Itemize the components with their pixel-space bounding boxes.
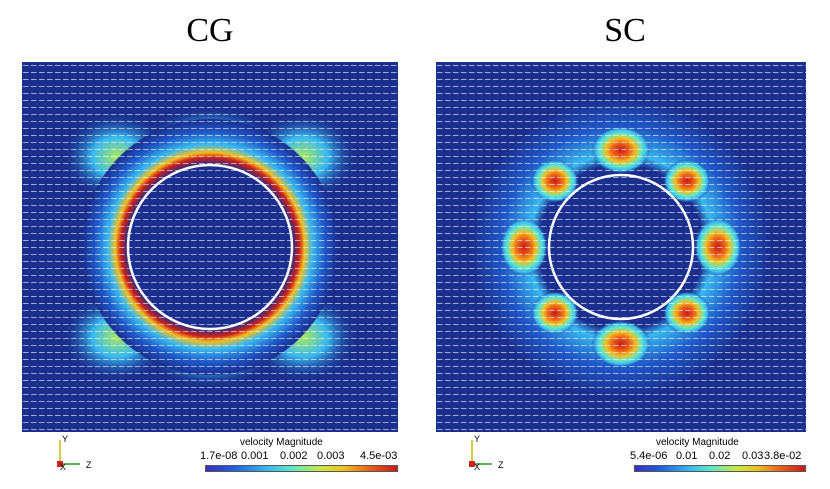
axis-z-label: Z	[86, 460, 92, 470]
vector-arrows	[22, 62, 398, 432]
colorbar-tick: 4.5e-03	[360, 450, 398, 462]
axis-y-label: Y	[474, 434, 481, 444]
panel-title-sc: SC	[604, 12, 646, 49]
colorbar-tick: 0.001	[241, 450, 269, 462]
colorbar-title-sc: velocity Magnitude	[656, 437, 739, 448]
panel-title-cg: CG	[186, 12, 234, 49]
axes-triad-left	[57, 440, 80, 467]
colorbar-title-cg: velocity Magnitude	[240, 437, 323, 448]
velocity-field-cg	[22, 62, 398, 432]
axis-x-label: X	[474, 462, 481, 472]
colorbar-tick: 1.7e-08	[200, 450, 238, 462]
colorbar-cg	[205, 465, 398, 472]
colorbar-tick: 0.002	[280, 450, 308, 462]
colorbar-tick: 3.8e-02	[764, 450, 802, 462]
colorbar-tick: 0.01	[676, 450, 698, 462]
axis-y-label: Y	[62, 434, 69, 444]
colorbar-tick: 0.003	[317, 450, 345, 462]
interface-circle	[126, 163, 294, 331]
colorbar-tick: 5.4e-06	[630, 450, 668, 462]
vector-arrows	[436, 62, 806, 432]
axis-z-label: Z	[498, 460, 504, 470]
colorbar-sc	[634, 465, 806, 472]
axes-triad-right	[469, 440, 492, 467]
colorbar-tick: 0.03	[742, 450, 764, 462]
colorbar-tick: 0.02	[709, 450, 731, 462]
axis-x-label: X	[60, 462, 67, 472]
velocity-field-sc	[436, 62, 806, 432]
interface-circle	[547, 173, 695, 321]
